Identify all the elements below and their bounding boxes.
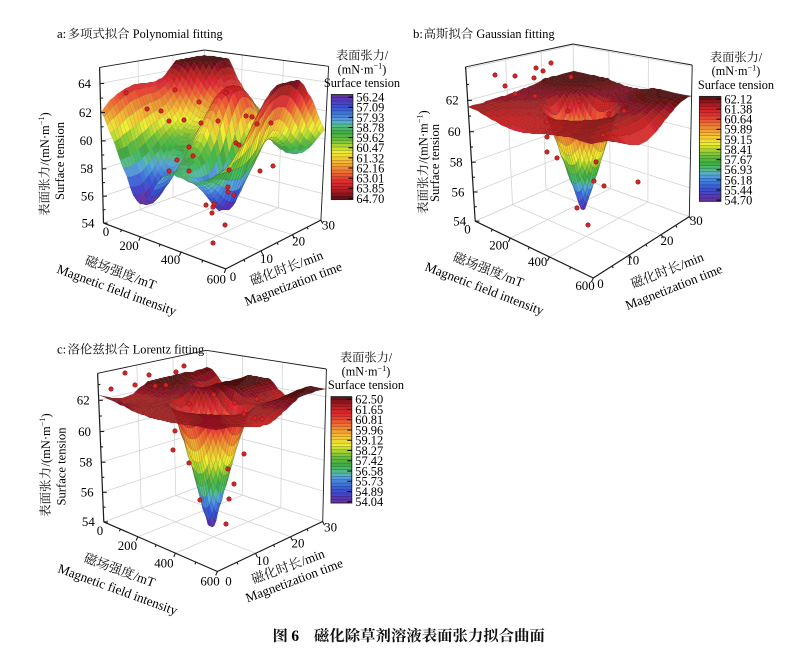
svg-text:Gaussian fitting: Gaussian fitting bbox=[476, 27, 554, 41]
svg-text:400: 400 bbox=[528, 255, 547, 269]
svg-text:20: 20 bbox=[661, 234, 674, 248]
svg-text:62: 62 bbox=[79, 106, 92, 120]
svg-text:30: 30 bbox=[324, 520, 337, 534]
svg-text:56: 56 bbox=[81, 486, 94, 500]
svg-text:6: 6 bbox=[291, 628, 299, 645]
svg-text:200: 200 bbox=[119, 239, 138, 253]
svg-text:b:: b: bbox=[413, 27, 423, 41]
svg-text:600: 600 bbox=[575, 279, 594, 293]
svg-text:a:: a: bbox=[57, 27, 66, 41]
svg-text:Surface tension: Surface tension bbox=[698, 78, 774, 92]
svg-text:20: 20 bbox=[292, 234, 305, 248]
svg-text:54.70: 54.70 bbox=[724, 194, 752, 208]
svg-text:56: 56 bbox=[81, 190, 94, 204]
svg-text:/: / bbox=[389, 351, 393, 365]
svg-text:Surface tension: Surface tension bbox=[328, 378, 404, 392]
svg-text:10: 10 bbox=[260, 252, 273, 266]
svg-text:0: 0 bbox=[597, 277, 603, 291]
svg-text:Lorentz fitting: Lorentz fitting bbox=[133, 343, 204, 357]
svg-text:Surface tension: Surface tension bbox=[324, 76, 400, 90]
svg-text:60: 60 bbox=[80, 134, 93, 148]
svg-text:54: 54 bbox=[82, 515, 95, 529]
svg-text:30: 30 bbox=[690, 214, 703, 228]
svg-text:/: / bbox=[385, 49, 389, 63]
svg-text:600: 600 bbox=[200, 575, 219, 589]
svg-text:58: 58 bbox=[79, 456, 92, 470]
svg-text:0: 0 bbox=[225, 574, 231, 588]
svg-text:60: 60 bbox=[448, 125, 461, 139]
svg-text:200: 200 bbox=[489, 238, 508, 252]
svg-text:0: 0 bbox=[97, 524, 103, 538]
svg-text:0: 0 bbox=[103, 225, 109, 239]
svg-text:/: / bbox=[759, 50, 763, 64]
svg-text:62: 62 bbox=[77, 394, 90, 408]
svg-text:Polynomial fitting: Polynomial fitting bbox=[133, 27, 223, 41]
svg-text:58: 58 bbox=[450, 156, 463, 170]
svg-text:30: 30 bbox=[322, 219, 335, 233]
svg-text:Surface tension: Surface tension bbox=[54, 427, 68, 506]
svg-text:0: 0 bbox=[464, 222, 470, 236]
svg-text:62: 62 bbox=[446, 94, 459, 108]
svg-text:64.70: 64.70 bbox=[356, 192, 384, 206]
svg-text:Surface tension: Surface tension bbox=[53, 121, 67, 200]
svg-text:20: 20 bbox=[292, 536, 305, 550]
svg-text:200: 200 bbox=[118, 539, 137, 553]
svg-text:400: 400 bbox=[161, 253, 180, 267]
svg-text:60: 60 bbox=[78, 425, 91, 439]
svg-text:400: 400 bbox=[154, 556, 173, 570]
svg-text:64: 64 bbox=[78, 77, 91, 91]
svg-text:54: 54 bbox=[82, 216, 95, 230]
svg-text:10: 10 bbox=[626, 254, 639, 268]
svg-text:0: 0 bbox=[230, 270, 236, 284]
svg-text:54.04: 54.04 bbox=[355, 495, 383, 509]
svg-text:58: 58 bbox=[80, 162, 93, 176]
svg-text:56: 56 bbox=[452, 185, 465, 199]
svg-text:10: 10 bbox=[256, 554, 269, 568]
svg-text:Surface tension: Surface tension bbox=[428, 123, 442, 202]
svg-text:600: 600 bbox=[207, 273, 226, 287]
svg-text:c:: c: bbox=[57, 343, 66, 357]
